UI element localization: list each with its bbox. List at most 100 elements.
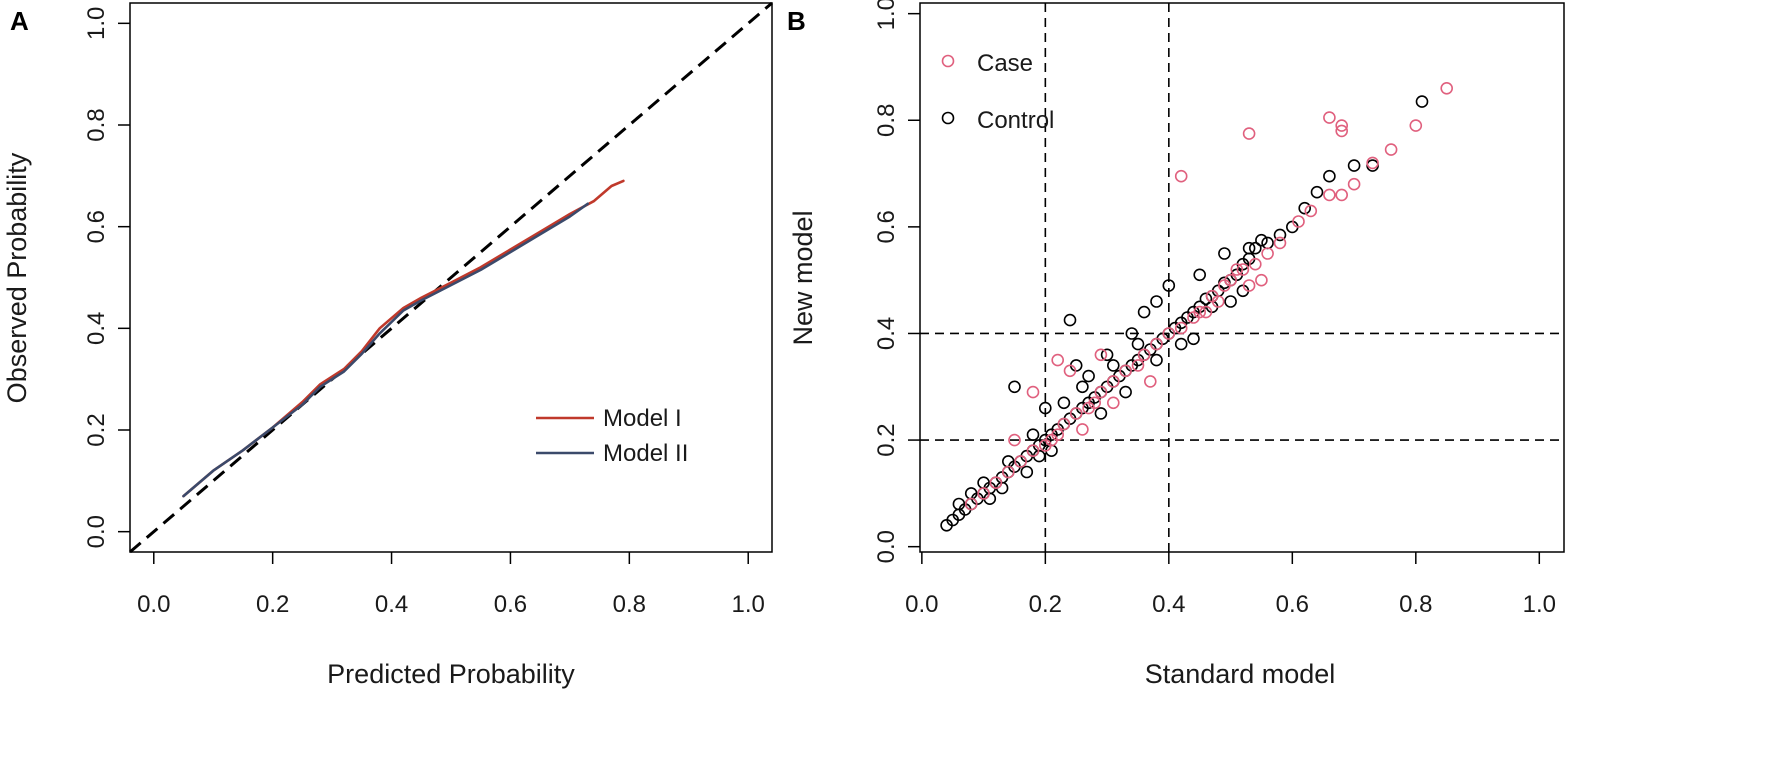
scatter-point-control (1174, 337, 1188, 351)
legend-label-case: Case (977, 50, 1033, 77)
scatter-point-case (1236, 263, 1250, 276)
y-tick-label: 0.8 (873, 104, 900, 137)
scatter-point-control (1199, 292, 1213, 306)
panel-a-plot-frame (129, 2, 773, 553)
scatter-point-case (1026, 444, 1040, 458)
scatter-point-case (1249, 257, 1262, 271)
scatter-point-control (952, 497, 966, 511)
scatter-point-case (1107, 396, 1120, 410)
scatter-point-case (1292, 215, 1305, 228)
scatter-point-case (1107, 375, 1120, 388)
y-tick-label: 0.6 (83, 210, 110, 243)
scatter-point-control (1119, 385, 1132, 399)
scatter-point-case (1211, 295, 1225, 308)
panel-b-legend: Case Control (941, 50, 1054, 134)
scatter-point-control (1150, 353, 1163, 367)
scatter-point-case (1440, 82, 1453, 95)
scatter-point-case (1366, 156, 1379, 170)
scatter-point-control (1255, 233, 1268, 247)
scatter-point-case (1076, 423, 1089, 436)
scatter-point-control (1298, 201, 1311, 215)
x-tick-label: 0.0 (905, 591, 938, 618)
scatter-point-case (1230, 263, 1244, 276)
scatter-point-control (1076, 380, 1089, 394)
panel-b-x-axis: 0.0 0.2 0.4 0.6 0.8 1.0 (905, 552, 1556, 618)
scatter-point-control (1310, 185, 1324, 199)
legend-marker-case (941, 54, 955, 68)
legend-label-model-ii: Model II (603, 440, 688, 467)
scatter-point-control (1224, 295, 1237, 308)
scatter-point-case (1026, 385, 1040, 399)
x-tick-label: 0.8 (613, 591, 646, 618)
scatter-point-case (1261, 247, 1274, 260)
scatter-point-case (1255, 273, 1268, 287)
scatter-point-case (977, 487, 990, 500)
scatter-point-control (1137, 305, 1151, 319)
scatter-point-case (1384, 143, 1398, 156)
legend-label-model-i: Model I (603, 405, 682, 432)
scatter-point-case (1039, 439, 1052, 452)
scatter-point-case (1199, 305, 1213, 319)
scatter-point-control (1162, 279, 1176, 292)
scatter-point-case (1094, 385, 1108, 399)
legend-label-control: Control (977, 107, 1054, 134)
scatter-point-control (1261, 236, 1274, 250)
panel-a-legend: Model I Model II (536, 405, 688, 467)
scatter-point-control (1026, 428, 1040, 442)
x-tick-label: 0.8 (1399, 591, 1432, 618)
x-tick-label: 0.4 (1152, 591, 1185, 618)
x-tick-label: 0.0 (137, 591, 170, 618)
scatter-point-control (1131, 337, 1145, 351)
scatter-point-control (940, 518, 953, 532)
scatter-point-case (1014, 455, 1027, 468)
panel-a-x-axis-label: Predicted Probability (327, 659, 575, 689)
y-tick-label: 1.0 (873, 0, 900, 30)
scatter-point-control (1020, 465, 1034, 479)
scatter-point-case (1001, 465, 1015, 479)
x-tick-label: 0.2 (1029, 591, 1062, 618)
panel-a-x-axis: 0.0 0.2 0.4 0.6 0.8 1.0 (137, 552, 765, 618)
y-tick-label: 0.2 (83, 413, 110, 446)
scatter-point-control (1057, 396, 1071, 410)
scatter-point-control (1347, 159, 1361, 172)
panel-a-y-axis-label: Observed Probability (2, 152, 32, 403)
series-line-model-ii (182, 202, 589, 498)
scatter-point-case (1323, 111, 1336, 124)
y-tick-label: 0.0 (873, 530, 900, 563)
legend-marker-control (941, 111, 955, 125)
panel-a-y-axis: 0.0 0.2 0.4 0.6 0.8 1.0 (83, 7, 130, 548)
scatter-point-control (1323, 169, 1336, 183)
scatter-point-case (1144, 375, 1157, 388)
scatter-point-case (1347, 177, 1361, 191)
scatter-point-control (1193, 268, 1206, 282)
scatter-point-control (1039, 401, 1052, 415)
y-tick-label: 0.4 (83, 312, 110, 345)
scatter-point-case (1162, 327, 1176, 340)
scatter-point-control (1125, 327, 1139, 340)
scatter-point-control (1082, 369, 1095, 383)
scatter-point-case (1137, 348, 1151, 362)
x-tick-label: 0.4 (375, 591, 408, 618)
scatter-point-case (1119, 364, 1132, 378)
panel-letter-b: B (787, 6, 806, 36)
scatter-point-case (1218, 279, 1231, 292)
scatter-point-control (1273, 228, 1287, 242)
scatter-point-control (1100, 348, 1114, 362)
panel-b-plot-frame (919, 2, 1565, 553)
x-tick-label: 1.0 (732, 591, 765, 618)
panel-b-y-axis: 0.0 0.2 0.4 0.6 0.8 1.0 (873, 0, 920, 563)
scatter-point-case (1242, 279, 1256, 292)
scatter-point-case (1273, 236, 1287, 250)
scatter-point-case (1187, 311, 1200, 324)
scatter-point-case (1051, 353, 1064, 367)
panel-b-plot-area (920, 3, 1564, 552)
scatter-point-case (1150, 337, 1163, 351)
scatter-point-case (1242, 127, 1256, 140)
panel-a-plot-area (129, 1, 773, 554)
scatter-point-control (1094, 407, 1108, 420)
scatter-point-case (989, 476, 1003, 490)
scatter-point-case (1057, 417, 1071, 431)
scatter-point-case (1174, 169, 1188, 183)
y-tick-label: 1.0 (83, 7, 110, 40)
